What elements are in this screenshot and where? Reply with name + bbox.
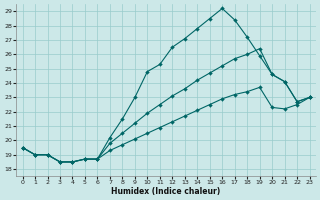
X-axis label: Humidex (Indice chaleur): Humidex (Indice chaleur) bbox=[111, 187, 221, 196]
